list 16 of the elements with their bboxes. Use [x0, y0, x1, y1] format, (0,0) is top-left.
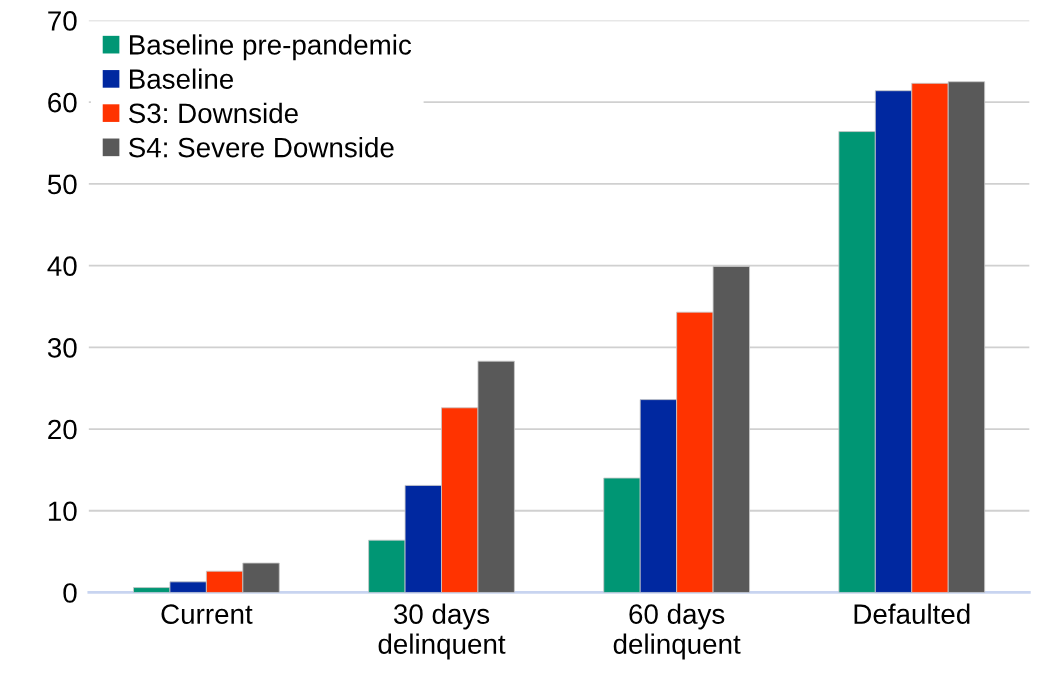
y-tick-label: 40	[47, 256, 77, 276]
legend-label: Baseline pre-pandemic	[129, 34, 412, 61]
x-tick-label: 60 days delinquent	[613, 603, 741, 660]
y-tick-label: 10	[48, 501, 77, 522]
y-tick-label: 0	[63, 583, 77, 603]
legend-label: S4: Severe Downside	[128, 137, 394, 158]
x-tick-label: 30 days delinquent	[378, 603, 506, 660]
legend-label: S3: Downside	[128, 102, 298, 124]
y-tick-label: 60	[48, 92, 77, 113]
y-tick-label: 70	[48, 11, 77, 31]
y-tick-label: 30	[47, 337, 77, 358]
x-tick-label: Current	[161, 604, 253, 624]
x-tick-label: Defaulted	[854, 603, 970, 624]
legend-label: Baseline	[129, 68, 234, 89]
y-tick-label: 20	[48, 419, 77, 440]
y-tick-label: 50	[47, 174, 77, 195]
